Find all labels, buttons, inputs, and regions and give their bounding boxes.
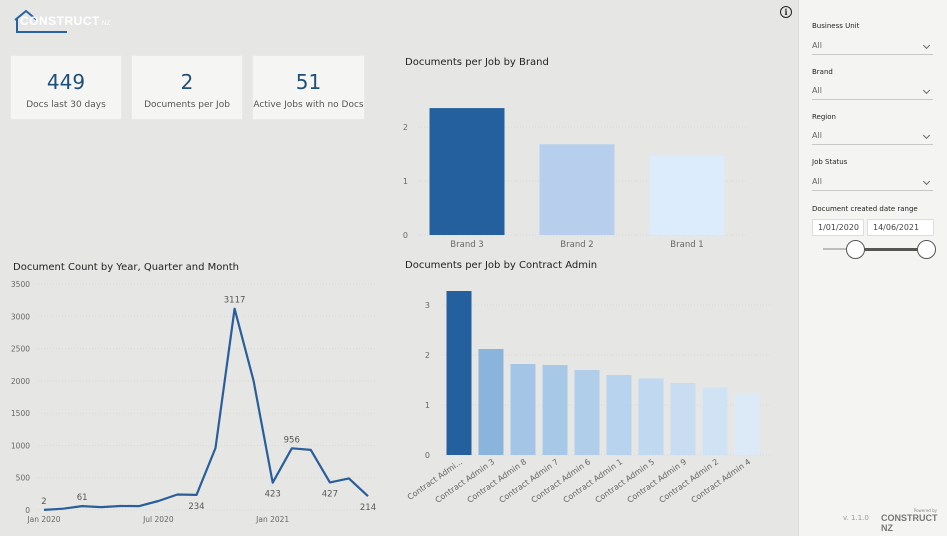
y-tick-label: 3500 [11, 280, 30, 289]
kpi-label: Active Jobs with no Docs [253, 100, 364, 110]
admin-chart-title: Documents per Job by Contract Admin [405, 260, 598, 271]
y-tick-label: 500 [16, 474, 31, 483]
x-tick-label: Brand 2 [560, 240, 593, 250]
chevron-down-icon [922, 131, 931, 140]
region-dropdown[interactable]: All [812, 127, 933, 145]
business-unit-value: All [812, 41, 822, 50]
chevron-down-icon [922, 41, 931, 50]
line-chart-title: Document Count by Year, Quarter and Mont… [13, 262, 239, 273]
data-label: 423 [265, 490, 281, 500]
data-label: 427 [322, 489, 338, 499]
bar [670, 383, 696, 455]
bar [446, 291, 472, 455]
chevron-down-icon [922, 177, 931, 186]
data-label: 61 [77, 493, 88, 503]
kpi-value: 51 [295, 70, 322, 94]
brand-dropdown[interactable]: All [812, 82, 933, 100]
date-range-label: Document created date range [812, 205, 918, 213]
kpi-card-docs-30-days: 449 Docs last 30 days [10, 55, 122, 120]
date-slider-end-handle[interactable] [917, 240, 936, 259]
kpi-value: 449 [46, 70, 86, 94]
x-tick-label: Jan 2021 [255, 515, 289, 524]
job-status-dropdown[interactable]: All [812, 173, 933, 191]
kpi-label: Documents per Job [144, 100, 230, 110]
business-unit-label: Business Unit [812, 22, 860, 30]
business-unit-dropdown[interactable]: All [812, 37, 933, 55]
document-count-line-chart[interactable]: 0 500 1000 1500 2000 2500 3000 3500 2 61 234 3117 42… [0, 275, 385, 530]
y-tick-label: 0 [25, 506, 30, 515]
y-tick-label: 3000 [11, 312, 30, 321]
kpi-label: Docs last 30 days [26, 100, 106, 110]
data-label: 3117 [224, 296, 246, 306]
logo-text: CONSTRUCT NZ [20, 14, 111, 28]
y-tick-label: 3 [425, 301, 430, 310]
kpi-value: 2 [180, 70, 194, 94]
footer-logo: CONSTRUCT NZ [881, 513, 938, 533]
date-slider-start-handle[interactable] [846, 240, 865, 259]
bar [734, 393, 760, 455]
filter-panel: Business Unit All Brand All Region All J… [798, 0, 947, 536]
brand-label: Brand [812, 68, 833, 76]
info-icon[interactable]: i [780, 6, 792, 18]
bar [542, 365, 568, 455]
bar [539, 144, 615, 235]
data-label: 2 [41, 497, 46, 507]
company-logo [14, 9, 67, 33]
x-tick-label: Contract Admi... [406, 457, 464, 502]
chevron-down-icon [922, 86, 931, 95]
kpi-card-docs-per-job: 2 Documents per Job [131, 55, 243, 120]
date-end-input[interactable]: 14/06/2021 [867, 219, 934, 236]
series-line [43, 307, 369, 511]
bar [638, 378, 664, 455]
y-tick-label: 2500 [11, 345, 30, 354]
x-tick-label: Brand 3 [450, 240, 483, 250]
powered-by-label: Powered by [913, 508, 937, 513]
data-label: 234 [188, 502, 204, 512]
bar [702, 387, 728, 455]
bar [510, 364, 536, 455]
bar [478, 349, 504, 455]
x-tick-label: Brand 1 [670, 240, 703, 250]
y-tick-label: 2 [425, 351, 430, 360]
brand-chart-title: Documents per Job by Brand [405, 57, 549, 68]
bar [649, 155, 725, 235]
y-tick-label: 1500 [11, 409, 30, 418]
bar [606, 375, 632, 455]
y-tick-label: 1000 [11, 441, 30, 450]
region-value: All [812, 131, 822, 140]
y-tick-label: 1 [425, 401, 430, 410]
x-tick-label: Contract Admin 4 [690, 457, 753, 505]
y-tick-label: 2000 [11, 377, 30, 386]
job-status-label: Job Status [812, 158, 848, 166]
version-label: v. 1.1.0 [843, 514, 869, 522]
brand-value: All [812, 86, 822, 95]
y-tick-label: 0 [425, 451, 430, 460]
y-tick-label: 0 [403, 231, 408, 240]
date-start-input[interactable]: 1/01/2020 [812, 219, 864, 236]
date-slider-selected-range [854, 248, 926, 251]
region-label: Region [812, 113, 836, 121]
data-label: 956 [284, 435, 300, 445]
x-tick-label: Jan 2020 [26, 515, 60, 524]
job-status-value: All [812, 177, 822, 186]
y-tick-label: 2 [403, 123, 408, 132]
brand-bar-chart[interactable]: 0 1 2 Brand 3 Brand 2 Brand 1 [390, 75, 760, 255]
bar [429, 108, 505, 235]
x-tick-label: Jul 2020 [142, 515, 174, 524]
bar [574, 370, 600, 455]
data-label: 214 [360, 503, 376, 513]
y-tick-label: 1 [403, 177, 408, 186]
kpi-card-active-jobs-no-docs: 51 Active Jobs with no Docs [252, 55, 365, 120]
